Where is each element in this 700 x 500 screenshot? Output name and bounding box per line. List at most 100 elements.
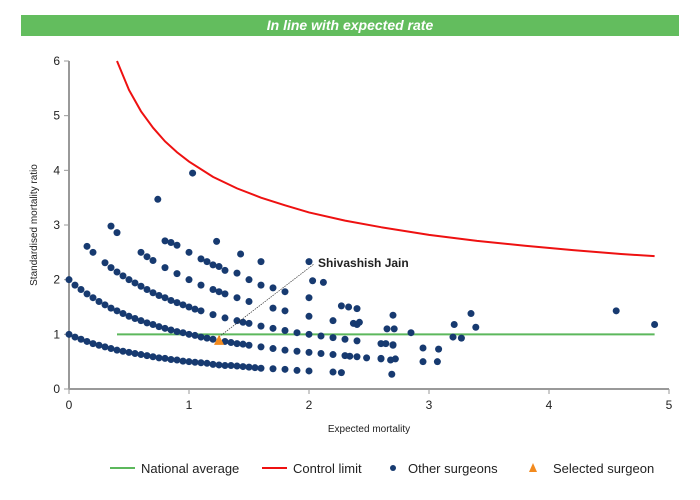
surgeon-point xyxy=(209,311,217,319)
x-tick-label: 2 xyxy=(306,398,313,412)
surgeon-point xyxy=(221,266,229,274)
surgeon-point xyxy=(125,312,133,320)
surgeon-point xyxy=(237,250,245,258)
legend-label: Control limit xyxy=(293,461,362,476)
selected-surgeon-label: Shivashish Jain xyxy=(318,256,409,270)
surgeon-point xyxy=(197,281,205,289)
surgeon-point xyxy=(269,324,277,332)
surgeon-point xyxy=(167,326,175,334)
surgeon-point xyxy=(209,335,217,343)
surgeon-point xyxy=(197,307,205,315)
surgeon-point xyxy=(113,229,121,237)
surgeon-point xyxy=(95,298,103,306)
surgeon-point xyxy=(77,286,85,294)
surgeon-point xyxy=(125,276,133,284)
y-tick-label: 4 xyxy=(53,163,60,177)
surgeon-point xyxy=(107,264,115,272)
surgeon-point xyxy=(83,242,91,250)
surgeon-point xyxy=(89,340,97,348)
surgeon-point xyxy=(239,363,247,371)
surgeon-point xyxy=(355,318,363,326)
legend-swatch-2 xyxy=(390,465,396,471)
surgeon-point xyxy=(329,368,337,376)
x-tick-label: 3 xyxy=(426,398,433,412)
surgeon-point xyxy=(167,355,175,363)
surgeon-point xyxy=(167,238,175,246)
surgeon-point xyxy=(89,248,97,256)
surgeon-point xyxy=(71,333,79,341)
surgeon-point xyxy=(353,305,361,313)
surgeon-point xyxy=(281,288,289,296)
x-tick-label: 5 xyxy=(666,398,673,412)
surgeon-point xyxy=(191,358,199,366)
surgeon-point xyxy=(185,303,193,311)
surgeon-point xyxy=(131,349,139,357)
surgeon-point xyxy=(107,304,115,312)
legend-label: Selected surgeon xyxy=(553,461,654,476)
surgeon-point xyxy=(269,365,277,373)
surgeon-point xyxy=(389,341,397,349)
surgeon-point xyxy=(209,261,217,269)
surgeon-point xyxy=(329,334,337,342)
surgeon-point xyxy=(305,312,313,320)
surgeon-point xyxy=(203,359,211,367)
surgeon-point xyxy=(390,325,398,333)
surgeon-point xyxy=(101,343,109,351)
surgeon-point xyxy=(472,323,480,331)
surgeon-point xyxy=(227,361,235,369)
surgeon-point xyxy=(337,369,345,377)
surgeon-point xyxy=(179,329,187,337)
surgeon-point xyxy=(309,277,317,285)
surgeon-point xyxy=(143,286,151,294)
surgeon-point xyxy=(119,272,127,280)
surgeon-point xyxy=(89,294,97,302)
surgeon-point xyxy=(143,352,151,360)
surgeon-point xyxy=(161,237,169,245)
surgeon-point xyxy=(71,281,79,289)
surgeon-point xyxy=(215,288,223,296)
surgeon-point xyxy=(179,357,187,365)
legend-swatch-3 xyxy=(529,463,537,472)
surgeon-point xyxy=(293,347,301,355)
surgeon-point xyxy=(391,355,399,363)
legend-label: National average xyxy=(141,461,239,476)
surgeon-point xyxy=(131,279,139,287)
surgeon-point xyxy=(185,276,193,284)
surgeon-point xyxy=(125,348,133,356)
surgeon-point xyxy=(221,314,229,322)
surgeon-point xyxy=(137,351,145,359)
surgeon-point xyxy=(149,353,157,361)
surgeon-point xyxy=(189,169,197,177)
surgeon-point xyxy=(221,337,229,345)
selected-surgeon-marker xyxy=(214,334,224,345)
surgeon-point xyxy=(149,257,157,265)
surgeon-point xyxy=(233,362,241,370)
surgeon-point xyxy=(305,367,313,375)
surgeon-point xyxy=(197,359,205,367)
surgeon-point xyxy=(281,307,289,315)
surgeon-point xyxy=(215,263,223,271)
surgeon-point xyxy=(77,335,85,343)
surgeon-point xyxy=(107,345,115,353)
status-banner: In line with expected rate xyxy=(21,15,679,36)
surgeon-point xyxy=(213,237,221,245)
surgeon-point xyxy=(65,330,73,338)
surgeon-point xyxy=(269,304,277,312)
surgeon-point xyxy=(317,332,325,340)
y-tick-label: 2 xyxy=(53,273,60,287)
surgeon-point xyxy=(197,255,205,263)
surgeon-point xyxy=(179,301,187,309)
surgeon-point xyxy=(388,370,396,378)
surgeon-point xyxy=(281,327,289,335)
surgeon-point xyxy=(95,341,103,349)
surgeon-point xyxy=(612,307,620,315)
surgeon-point xyxy=(353,353,361,361)
surgeon-point xyxy=(257,281,265,289)
surgeon-point xyxy=(173,328,181,336)
surgeon-point xyxy=(203,258,211,266)
surgeon-point xyxy=(209,360,217,368)
surgeon-point xyxy=(305,258,313,266)
surgeon-point xyxy=(269,345,277,353)
surgeon-point xyxy=(239,318,247,326)
